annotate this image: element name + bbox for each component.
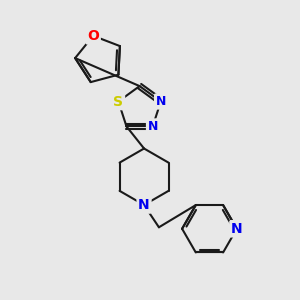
Text: N: N [138, 198, 150, 212]
Text: N: N [156, 95, 166, 108]
Text: N: N [148, 120, 158, 133]
Text: N: N [231, 222, 243, 236]
Text: S: S [113, 94, 123, 109]
Text: O: O [87, 29, 99, 43]
